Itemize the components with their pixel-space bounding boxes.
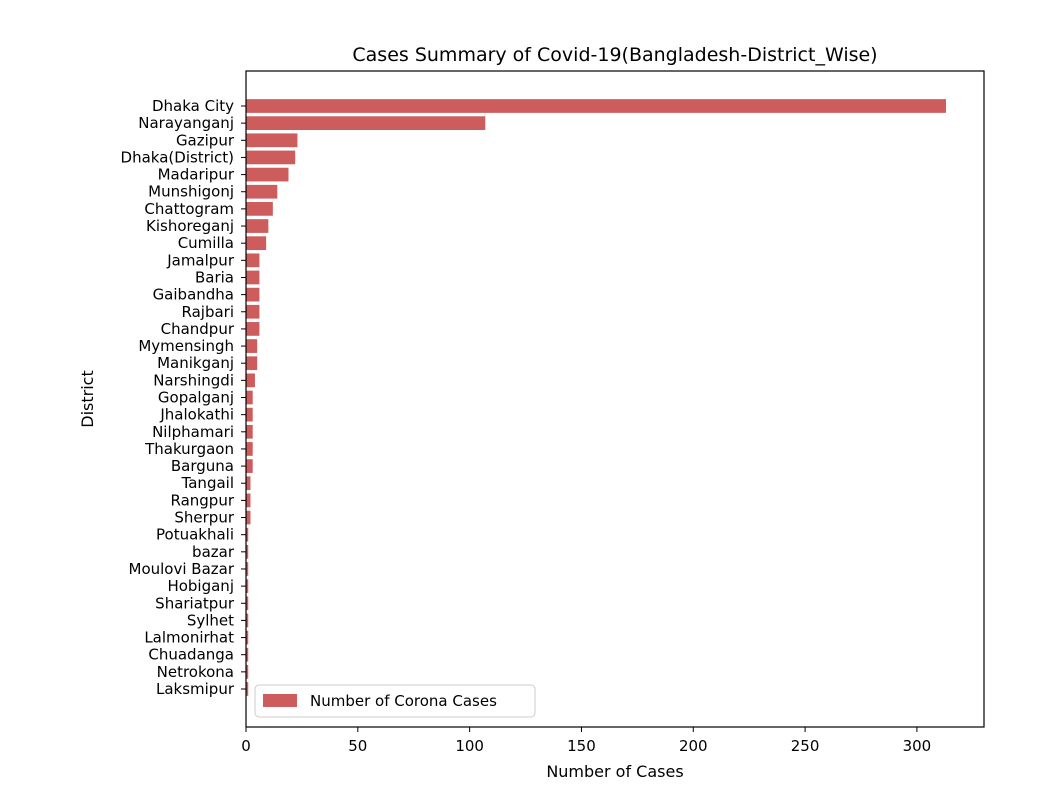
y-tick-label: Potuakhali (156, 526, 234, 544)
bar (246, 270, 260, 285)
x-tick-label: 200 (679, 737, 708, 755)
y-tick-label: Nilphamari (152, 423, 234, 441)
bar (246, 527, 249, 542)
bar (246, 287, 260, 302)
y-tick-label: Netrokona (157, 663, 234, 681)
y-tick-label: Chandpur (161, 320, 235, 338)
bar (246, 544, 249, 559)
y-axis-label: District (78, 370, 97, 427)
bar (246, 184, 278, 199)
x-tick-label: 150 (567, 737, 596, 755)
y-tick-label: Thakurgaon (144, 440, 234, 458)
bar (246, 99, 946, 113)
bar (246, 236, 267, 251)
bar (246, 442, 253, 456)
bar (246, 596, 249, 611)
bar (246, 510, 251, 525)
y-tick-label: Jhalokathi (159, 406, 234, 424)
bar (246, 373, 255, 388)
y-tick-label: Chattogram (144, 200, 234, 218)
legend-label: Number of Corona Cases (310, 692, 497, 710)
bar (246, 424, 253, 439)
legend-frame (254, 684, 536, 718)
legend-swatch (263, 694, 297, 707)
bar (246, 664, 249, 679)
y-tick-label: Rajbari (182, 303, 235, 321)
y-tick-label: Jamalpur (166, 251, 235, 269)
y-tick-label: Mymensingh (138, 337, 234, 355)
x-tick-label: 50 (348, 737, 367, 755)
y-tick-label: Laksmipur (156, 680, 235, 698)
bar (246, 116, 486, 131)
bar (246, 459, 253, 473)
bar (246, 493, 251, 508)
y-tick-label: Sylhet (187, 611, 234, 629)
y-tick-label: Tangail (181, 474, 234, 492)
bar (246, 390, 253, 405)
bar (246, 562, 249, 576)
y-tick-label: Dhaka(District) (121, 148, 234, 166)
y-tick-label: bazar (192, 543, 235, 561)
x-tick-label: 300 (903, 737, 932, 755)
y-tick-label: Hobiganj (167, 577, 234, 595)
bar (246, 476, 251, 491)
bar (246, 339, 258, 353)
y-tick-label: Gopalganj (158, 389, 234, 407)
bar (246, 613, 249, 628)
bar (246, 253, 260, 268)
y-tick-label: Gaibandha (153, 286, 234, 304)
y-tick-label: Dhaka City (152, 97, 234, 115)
y-tick-label: Munshigonj (148, 183, 234, 201)
y-tick-label: Kishoreganj (146, 217, 234, 235)
y-ticks-group: Dhaka CityNarayanganjGazipurDhaka(Distri… (121, 97, 246, 698)
x-ticks-group: 0 50 100 150 200 250 300 (241, 727, 931, 755)
bar (246, 630, 249, 645)
bar (246, 407, 253, 422)
y-tick-label: Gazipur (176, 131, 235, 149)
bar (246, 322, 260, 336)
y-tick-label: Barguna (171, 457, 234, 475)
y-tick-label: Narshingdi (153, 371, 234, 389)
y-tick-label: Cumilla (178, 234, 234, 252)
bar (246, 356, 258, 371)
y-tick-label: Sherpur (174, 509, 234, 527)
bar (246, 647, 249, 662)
bars-group (246, 99, 946, 696)
bar (246, 202, 273, 216)
y-tick-label: Rangpur (170, 491, 234, 509)
bar (246, 579, 249, 593)
x-axis-label: Number of Cases (546, 762, 683, 781)
y-tick-label: Manikganj (157, 354, 234, 372)
x-tick-label: 0 (241, 737, 251, 755)
y-tick-label: Moulovi Bazar (129, 560, 235, 578)
bar (246, 304, 260, 319)
bar (246, 219, 269, 233)
x-tick-label: 250 (791, 737, 820, 755)
y-tick-label: Baria (195, 268, 234, 286)
bar (246, 133, 298, 148)
y-tick-label: Lalmonirhat (144, 629, 234, 647)
plot-frame (245, 70, 985, 728)
y-tick-label: Chuadanga (148, 646, 234, 664)
legend: Number of Corona Cases (254, 684, 536, 718)
y-tick-label: Narayanganj (138, 114, 234, 132)
bar (246, 150, 296, 165)
bar (246, 682, 249, 696)
chart-title: Cases Summary of Covid-19(Bangladesh-Dis… (352, 44, 877, 66)
y-tick-label: Madaripur (158, 166, 235, 184)
x-tick-label: 100 (455, 737, 484, 755)
bar (246, 167, 289, 182)
y-tick-label: Shariatpur (155, 594, 235, 612)
